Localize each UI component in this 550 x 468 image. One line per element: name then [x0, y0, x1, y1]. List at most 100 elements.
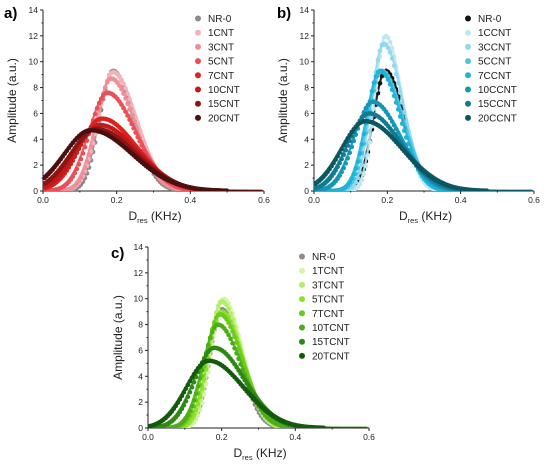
x-tick-label: 0.4 — [455, 195, 467, 205]
x-axis-label-main: D — [399, 209, 408, 223]
x-tick-label: 0.6 — [258, 195, 270, 205]
panel-label: c) — [111, 245, 124, 262]
legend-marker — [195, 15, 201, 22]
x-axis-label-subscript: res — [137, 216, 148, 225]
legend-marker — [465, 72, 471, 79]
legend-marker — [299, 352, 305, 359]
legend-label: 15CCNT — [478, 99, 517, 110]
y-tick-label: 0 — [304, 186, 309, 196]
legend-label: 1TCNT — [312, 266, 344, 277]
legend-marker — [195, 72, 201, 79]
x-tick-label: 0.0 — [308, 195, 320, 205]
chart-panel-3: c) 0 2 4 6 8 10 12 14 0.0 0.2 0.4 0.6 Amplitude (a.u.… — [111, 242, 375, 462]
x-tick-label: 0.0 — [142, 432, 154, 442]
plot-area — [314, 33, 533, 191]
y-tick-label: 8 — [138, 320, 143, 330]
legend-label: 7CCNT — [478, 71, 511, 82]
legend-label: 20CCNT — [478, 113, 517, 124]
x-axis-label: Dres (KHz) — [234, 446, 287, 462]
legend-label: 7TCNT — [312, 309, 344, 320]
legend-label: 5CNT — [208, 57, 234, 68]
series-20CCNT — [314, 118, 533, 191]
y-axis-label: Amplitude (a.u.) — [276, 58, 290, 143]
legend-marker — [465, 29, 471, 36]
x-axis-label: Dres (KHz) — [399, 209, 452, 225]
legend-marker — [299, 281, 305, 288]
x-axis-label-subscript: res — [408, 216, 419, 225]
y-tick-label: 10 — [29, 57, 39, 67]
y-tick-label: 14 — [300, 5, 310, 15]
legend-label: 5TCNT — [312, 295, 344, 306]
x-tick-label: 0.2 — [111, 195, 123, 205]
x-tick-label: 0.6 — [528, 195, 540, 205]
legend-marker — [465, 58, 471, 65]
x-axis-label-main: D — [234, 446, 243, 460]
y-tick-label: 0 — [138, 423, 143, 433]
y-tick-label: 8 — [304, 83, 309, 93]
y-tick-label: 4 — [304, 134, 309, 144]
x-axis-label-unit: (KHz) — [253, 446, 287, 460]
legend-marker — [465, 15, 471, 22]
plot-area — [43, 68, 263, 191]
panel-label: b) — [277, 5, 291, 22]
legend-marker — [465, 100, 471, 107]
series-20TCNT — [148, 358, 368, 428]
legend-marker — [465, 43, 471, 50]
legend-marker — [299, 296, 305, 303]
x-tick-label: 0.2 — [381, 195, 393, 205]
x-axis-label: Dres (KHz) — [129, 209, 182, 225]
legend-label: 3CNT — [208, 42, 234, 53]
chart-panel-2: b) 0 2 4 6 8 10 12 14 0.0 0.2 0.4 0.6 Amplitude (a.u.… — [276, 5, 540, 225]
legend-marker — [299, 310, 305, 317]
x-tick-label: 0.2 — [216, 432, 228, 442]
y-tick-label: 12 — [29, 31, 39, 41]
legend-marker — [465, 114, 471, 121]
x-axis-label-main: D — [129, 209, 138, 223]
legend: NR-0 1CNT 3CNT 5CNT 7CNT 10CNT 15CNT 20CNT — [195, 14, 240, 124]
legend-label: 20CNT — [208, 113, 240, 124]
x-tick-label: 0.4 — [289, 432, 301, 442]
y-tick-label: 2 — [138, 397, 143, 407]
legend-marker — [465, 86, 471, 93]
y-tick-label: 14 — [134, 242, 144, 252]
legend-label: NR-0 — [312, 252, 336, 263]
legend-label: 10TCNT — [312, 323, 350, 334]
y-tick-label: 10 — [134, 294, 144, 304]
y-axis-label: Amplitude (a.u.) — [111, 295, 125, 380]
legend-label: 5CCNT — [478, 57, 511, 68]
legend-label: 1CNT — [208, 28, 234, 39]
fit-line — [314, 120, 533, 191]
legend-marker — [195, 100, 201, 107]
legend-label: 20TCNT — [312, 351, 350, 362]
y-tick-label: 6 — [138, 345, 143, 355]
legend-label: 15TCNT — [312, 337, 350, 348]
legend-label: 15CNT — [208, 99, 240, 110]
x-tick-label: 0.6 — [363, 432, 375, 442]
y-axis-label: Amplitude (a.u.) — [5, 58, 19, 143]
legend-marker — [299, 338, 305, 345]
legend-label: 3CCNT — [478, 42, 511, 53]
x-axis-label-subscript: res — [242, 453, 253, 462]
legend-marker — [299, 324, 305, 331]
legend-label: NR-0 — [478, 14, 502, 25]
chart-panel-1: a) 0 2 4 6 8 10 12 14 0.0 0.2 0.4 0.6 Amplitude (a.u.… — [4, 5, 270, 225]
legend-label: 10CNT — [208, 85, 240, 96]
x-tick-label: 0.4 — [184, 195, 196, 205]
legend: NR-0 1CCNT 3CCNT 5CCNT 7CCNT 10CCNT 15CCNT 20CC… — [465, 14, 517, 124]
legend-label: 7CNT — [208, 71, 234, 82]
x-tick-label: 0.0 — [37, 195, 49, 205]
y-tick-label: 12 — [134, 268, 144, 278]
y-tick-label: 8 — [33, 83, 38, 93]
y-tick-label: 12 — [300, 31, 310, 41]
y-tick-label: 10 — [300, 57, 310, 67]
legend-label: NR-0 — [208, 14, 232, 25]
legend-marker — [195, 86, 201, 93]
legend: NR-0 1TCNT 3TCNT 5TCNT 7TCNT 10TCNT 15TCNT 20TC… — [299, 252, 350, 362]
fit-line — [148, 359, 368, 428]
series-20CNT — [43, 127, 263, 191]
y-tick-label: 6 — [304, 108, 309, 118]
legend-label: 1CCNT — [478, 28, 511, 39]
legend-marker — [195, 29, 201, 36]
y-tick-label: 2 — [33, 160, 38, 170]
